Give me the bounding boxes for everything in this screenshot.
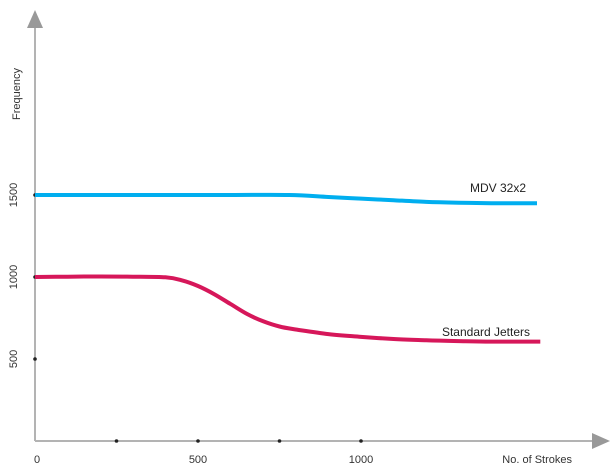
y-tick-label: 500 (8, 350, 20, 368)
x-axis-ticks: 0 500 1000 (34, 439, 373, 466)
y-tick-label: 1000 (8, 265, 20, 289)
x-tick-mark (196, 439, 200, 443)
series-label-standard-jetters: Standard Jetters (442, 325, 530, 339)
x-tick-mark (114, 439, 119, 443)
x-tick-label: 500 (189, 454, 207, 466)
x-tick-label: 1000 (349, 454, 373, 466)
x-tick-mark (277, 439, 282, 443)
x-tick-mark (359, 439, 363, 443)
y-axis-title: Frequency (11, 68, 23, 120)
series-line-0 (35, 192, 538, 206)
y-axis-arrow-icon (27, 10, 43, 28)
x-axis-arrow-icon (592, 433, 610, 449)
series-line-1 (34, 274, 541, 344)
y-tick-mark (33, 357, 37, 361)
y-axis-ticks: 500 1000 1500 (8, 183, 37, 368)
x-axis-title: No. of Strokes (502, 454, 572, 466)
series-lines (34, 192, 541, 344)
series-label-mdv: MDV 32x2 (470, 181, 526, 195)
y-tick-label: 1500 (8, 183, 20, 207)
x-tick-label: 0 (34, 454, 40, 466)
